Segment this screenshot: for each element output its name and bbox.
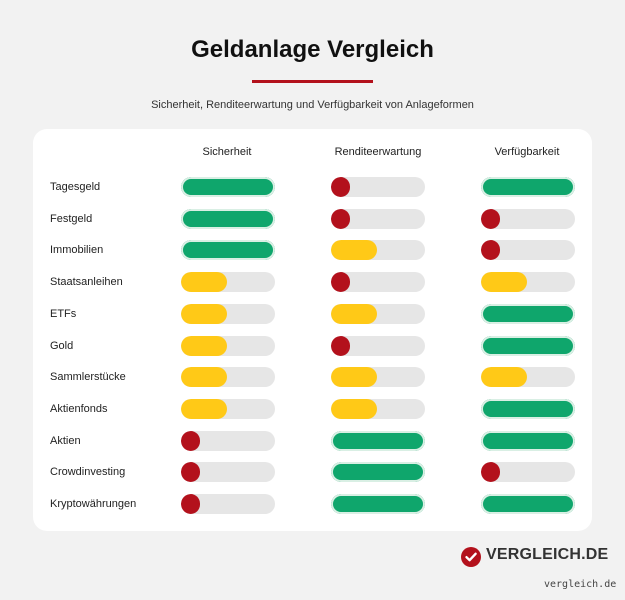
column-header-verfuegbarkeit: Verfügbarkeit [494, 146, 560, 158]
rating-bar [181, 431, 200, 451]
rating-track [481, 367, 575, 387]
rating-track [331, 209, 425, 229]
row-label-kryptowahrungen: Kryptowährungen [50, 498, 137, 510]
check-circle-icon [461, 547, 481, 567]
rating-track [331, 240, 425, 260]
rating-bar [181, 209, 275, 229]
rating-track [481, 399, 575, 419]
rating-track [331, 462, 425, 482]
rating-bar [181, 177, 275, 197]
rating-bar [181, 336, 227, 356]
rating-track [481, 336, 575, 356]
rating-track [181, 177, 275, 197]
rating-track [181, 431, 275, 451]
rating-track [181, 367, 275, 387]
rating-track [331, 431, 425, 451]
rating-track [181, 209, 275, 229]
rating-track [481, 431, 575, 451]
rating-track [481, 240, 575, 260]
rating-bar [481, 240, 500, 260]
rating-track [481, 209, 575, 229]
rating-bar [331, 209, 350, 229]
rating-track [181, 272, 275, 292]
row-label-sammlerstucke: Sammlerstücke [50, 371, 126, 383]
row-label-immobilien: Immobilien [50, 244, 104, 256]
rating-bar [481, 462, 500, 482]
rating-track [331, 336, 425, 356]
rating-bar [481, 367, 527, 387]
rating-bar [481, 494, 575, 514]
rating-track [331, 177, 425, 197]
rating-bar [181, 462, 200, 482]
rating-bar [331, 367, 377, 387]
rating-track [481, 494, 575, 514]
rating-bar [331, 177, 350, 197]
rating-track [181, 240, 275, 260]
rating-track [181, 494, 275, 514]
rating-track [331, 272, 425, 292]
column-header-sicherheit: Sicherheit [202, 146, 252, 158]
rating-bar [481, 177, 575, 197]
rating-bar [181, 494, 200, 514]
row-label-festgeld: Festgeld [50, 213, 93, 225]
rating-bar [181, 304, 227, 324]
rating-bar [331, 431, 425, 451]
rating-track [331, 494, 425, 514]
rating-bar [331, 240, 377, 260]
rating-track [481, 304, 575, 324]
rating-track [181, 336, 275, 356]
rating-track [181, 462, 275, 482]
page-subtitle: Sicherheit, Renditeerwartung und Verfügb… [151, 99, 474, 111]
rating-bar [331, 336, 350, 356]
rating-bar [481, 304, 575, 324]
rating-bar [331, 272, 350, 292]
rating-bar [481, 209, 500, 229]
row-label-aktienfonds: Aktienfonds [50, 403, 108, 415]
rating-track [331, 399, 425, 419]
rating-track [181, 399, 275, 419]
rating-track [481, 462, 575, 482]
column-header-renditeerwartung: Renditeerwartung [334, 146, 422, 158]
page-title: Geldanlage Vergleich [191, 36, 434, 63]
rating-bar [181, 399, 227, 419]
rating-bar [181, 367, 227, 387]
row-label-etfs: ETFs [50, 308, 77, 320]
brand-logo-text: VERGLEICH.DE [486, 546, 609, 563]
rating-track [481, 177, 575, 197]
rating-track [181, 304, 275, 324]
rating-bar [481, 336, 575, 356]
rating-bar [481, 399, 575, 419]
rating-bar [331, 399, 377, 419]
row-label-crowdinvesting: Crowdinvesting [50, 466, 126, 478]
row-label-gold: Gold [50, 340, 74, 352]
rating-bar [331, 494, 425, 514]
rating-track [331, 304, 425, 324]
rating-bar [481, 272, 527, 292]
rating-track [331, 367, 425, 387]
row-label-tagesgeld: Tagesgeld [50, 181, 101, 193]
rating-bar [331, 304, 377, 324]
rating-bar [181, 272, 227, 292]
rating-bar [331, 462, 425, 482]
row-label-aktien: Aktien [50, 435, 81, 447]
rating-bar [181, 240, 275, 260]
title-underline [252, 80, 373, 83]
rating-bar [481, 431, 575, 451]
rating-track [481, 272, 575, 292]
footer-url: vergleich.de [544, 579, 617, 590]
row-label-staatsanleihen: Staatsanleihen [50, 276, 123, 288]
